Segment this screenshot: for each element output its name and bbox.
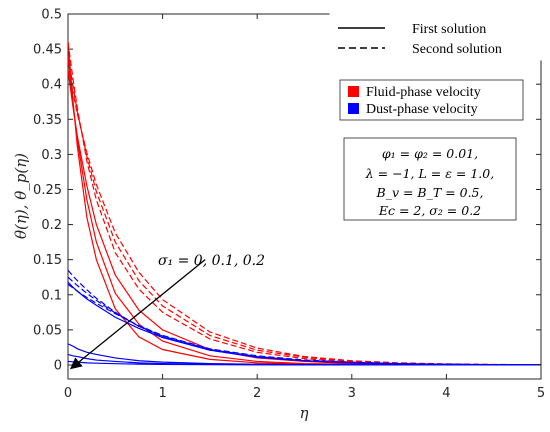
- color-legend-box: [339, 79, 524, 121]
- parameter-line-2: λ = −1, L = ε = 1.0,: [365, 166, 494, 181]
- legend-dust-label: Dust-phase velocity: [366, 102, 478, 117]
- y-tick-label: 0.35: [33, 113, 62, 128]
- x-tick-label: 5: [537, 386, 545, 401]
- legend-dust-swatch: [348, 103, 359, 114]
- sigma-annotation-label: σ₁ = 0, 0.1, 0.2: [158, 253, 265, 269]
- x-axis-label: η: [300, 404, 309, 422]
- parameter-box-frame: [343, 137, 517, 221]
- parameter-line-1: φ₁ = φ₂ = 0.01,: [382, 146, 478, 161]
- x-tick-label: 2: [253, 386, 261, 401]
- y-tick-label: 0.4: [41, 78, 62, 93]
- y-tick-label: 0.1: [41, 288, 62, 303]
- color-legend: Fluid-phase velocity Dust-phase velocity: [339, 79, 524, 121]
- y-tick-label: 0.2: [41, 218, 62, 233]
- x-tick-label: 0: [64, 386, 72, 401]
- y-axis-ticks: 0 0.05 0.1 0.15 0.2 0.25 0.3 0.35 0.4 0.45 0.5: [33, 8, 541, 373]
- dust-solid-curve-12: [68, 281, 541, 366]
- x-tick-label: 3: [348, 386, 356, 401]
- legend-fluid-swatch: [348, 86, 359, 97]
- y-tick-label: 0.05: [33, 323, 62, 338]
- y-tick-label: 0.15: [33, 253, 62, 268]
- parameter-line-3: B_v = B_T = 0.5,: [376, 185, 484, 200]
- y-tick-label: 0.25: [33, 183, 62, 198]
- y-tick-label: 0.3: [41, 148, 62, 163]
- y-tick-label: 0.5: [41, 8, 62, 23]
- sigma-annotation: σ₁ = 0, 0.1, 0.2: [69, 253, 265, 370]
- x-tick-label: 4: [442, 386, 450, 401]
- parameter-box: φ₁ = φ₂ = 0.01, λ = −1, L = ε = 1.0, B_v…: [343, 137, 517, 221]
- line-style-legend: First solution Second solution: [329, 13, 542, 61]
- line-style-legend-box: [329, 13, 542, 61]
- legend-second-solution-label: Second solution: [412, 42, 502, 57]
- y-axis-label: θ(η), θ_p(η): [12, 153, 30, 239]
- x-tick-label: 1: [158, 386, 166, 401]
- legend-fluid-label: Fluid-phase velocity: [366, 85, 481, 100]
- parameter-line-4: Ec = 2, σ₂ = 0.2: [378, 203, 481, 218]
- sigma-annotation-arrow: [69, 259, 206, 370]
- y-tick-label: 0.45: [33, 43, 62, 58]
- y-tick-label: 0: [54, 358, 62, 373]
- legend-first-solution-label: First solution: [412, 22, 486, 37]
